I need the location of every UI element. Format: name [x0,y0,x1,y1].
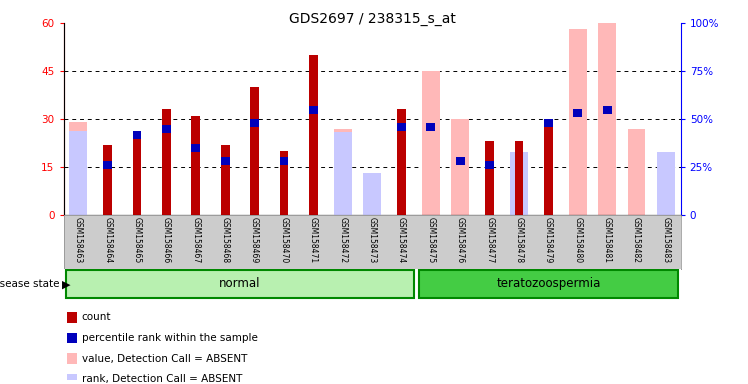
Bar [66,270,414,298]
Text: GSM158477: GSM158477 [485,217,494,263]
Bar [485,141,494,215]
Bar [67,333,76,343]
Text: GSM158470: GSM158470 [280,217,289,263]
Text: GSM158467: GSM158467 [191,217,200,263]
Bar [250,119,259,127]
Bar [132,135,141,215]
Text: GSM158474: GSM158474 [397,217,406,263]
Text: GSM158478: GSM158478 [515,217,524,263]
Bar [67,312,76,323]
Text: GSM158471: GSM158471 [309,217,318,263]
Text: GSM158481: GSM158481 [603,217,612,263]
Text: GSM158468: GSM158468 [221,217,230,263]
Bar [574,109,582,118]
Bar [132,131,141,139]
Bar [603,106,612,114]
Bar [250,87,259,215]
Bar [397,123,406,131]
Bar [103,145,112,215]
Bar [334,132,352,215]
Bar [309,55,318,215]
Text: GSM158472: GSM158472 [338,217,347,263]
Text: GSM158483: GSM158483 [661,217,670,263]
Bar [280,157,289,166]
Bar [221,145,230,215]
Bar [67,353,76,364]
Bar [364,173,381,215]
Bar [280,151,289,215]
Bar [628,129,646,215]
Bar [309,106,318,114]
Bar [191,116,200,215]
Text: GSM158466: GSM158466 [162,217,171,263]
Bar [544,119,553,215]
Text: value, Detection Call = ABSENT: value, Detection Call = ABSENT [82,354,247,364]
Text: disease state: disease state [0,279,60,289]
Bar [569,30,586,215]
Text: count: count [82,312,111,322]
Bar [397,109,406,215]
Bar [162,125,171,133]
Bar [67,374,76,384]
Text: normal: normal [219,277,260,290]
Text: GSM158473: GSM158473 [367,217,377,263]
Bar [515,141,524,215]
Text: GSM158465: GSM158465 [132,217,141,263]
Bar [70,122,87,215]
Bar [544,119,553,127]
Text: rank, Detection Call = ABSENT: rank, Detection Call = ABSENT [82,374,242,384]
Text: GSM158463: GSM158463 [74,217,83,263]
Text: ▶: ▶ [62,279,70,289]
Bar [419,270,678,298]
Bar [422,71,440,215]
Text: GSM158475: GSM158475 [426,217,435,263]
Bar [456,157,465,166]
Bar [103,161,112,169]
Text: GSM158469: GSM158469 [250,217,259,263]
Bar [334,129,352,215]
Bar [70,131,87,215]
Bar [598,23,616,215]
Text: GSM158476: GSM158476 [456,217,465,263]
Text: GSM158464: GSM158464 [103,217,112,263]
Text: GSM158482: GSM158482 [632,217,641,263]
Bar [162,109,171,215]
Bar [452,119,469,215]
Text: GDS2697 / 238315_s_at: GDS2697 / 238315_s_at [289,12,456,25]
Bar [426,123,435,131]
Text: teratozoospermia: teratozoospermia [496,277,601,290]
Text: percentile rank within the sample: percentile rank within the sample [82,333,257,343]
Text: GSM158480: GSM158480 [573,217,583,263]
Bar [221,157,230,166]
Bar [485,161,494,169]
Bar [510,152,528,215]
Text: GSM158479: GSM158479 [544,217,553,263]
Bar [191,144,200,152]
Bar [657,152,675,215]
